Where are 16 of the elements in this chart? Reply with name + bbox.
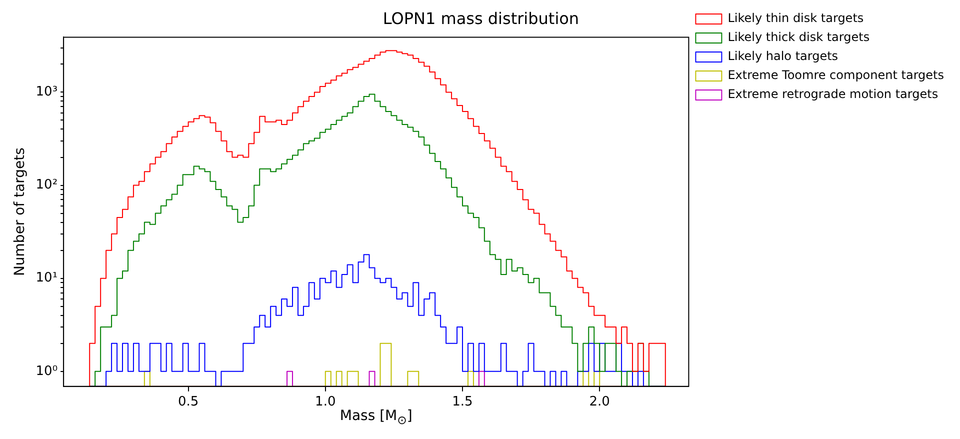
chart-title: LOPN1 mass distribution [382, 8, 580, 28]
x-tick-label: 1.5 [452, 394, 473, 410]
legend-label: Extreme Toomre component targets [728, 68, 944, 82]
x-tick-label: 2.0 [589, 394, 610, 410]
legend-label: Likely thick disk targets [728, 30, 870, 44]
y-tick-label: 10¹ [36, 270, 58, 286]
legend-label: Extreme retrograde motion targets [728, 87, 938, 102]
y-axis-title: Number of targets [12, 148, 28, 276]
x-tick-label: 0.5 [178, 394, 199, 410]
x-tick-label: 1.0 [315, 394, 336, 410]
y-tick-label: 10² [36, 178, 58, 193]
legend-label: Likely thin disk targets [728, 11, 864, 26]
y-tick-label: 10⁰ [36, 364, 58, 379]
x-axis-title: Mass [M$_{⊙}$] [340, 408, 412, 428]
y-tick-label: 10³ [36, 84, 58, 100]
legend-label: Likely halo targets [728, 49, 838, 64]
